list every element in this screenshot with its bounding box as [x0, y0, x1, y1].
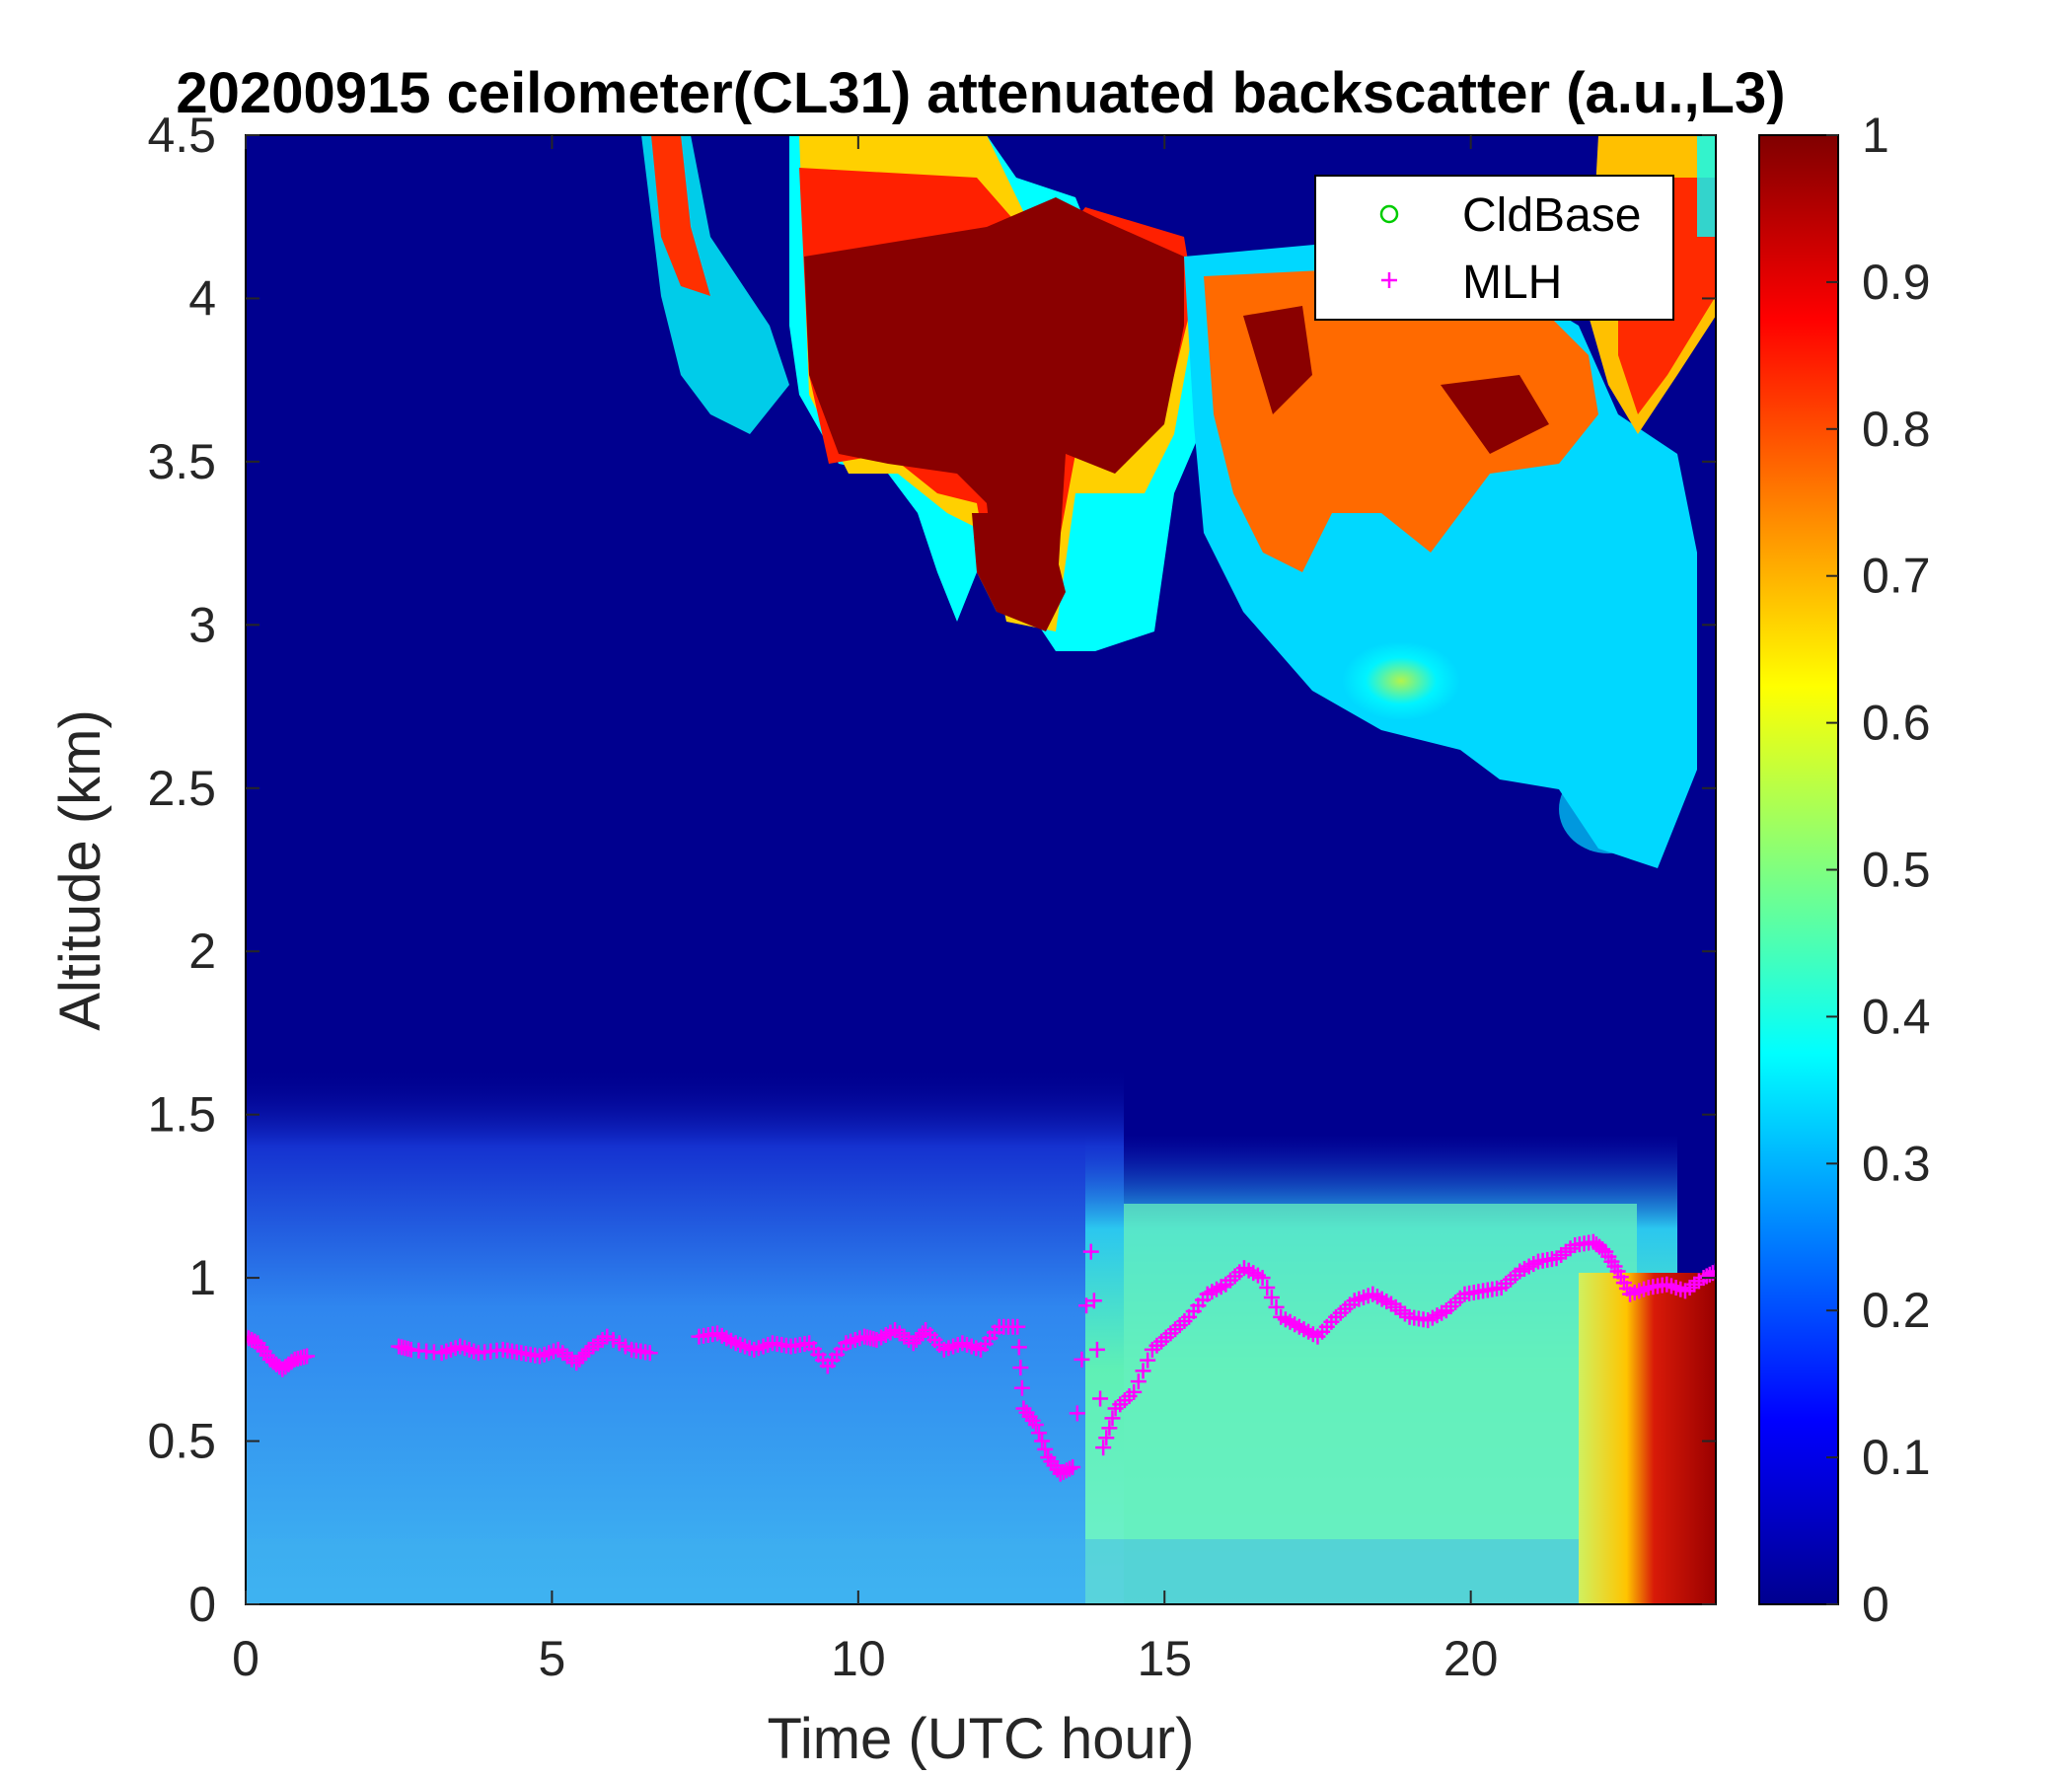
mlh-marker: [1069, 1405, 1085, 1422]
legend-cldbase-label: CldBase: [1462, 189, 1641, 242]
mlh-marker: [1259, 1280, 1276, 1296]
legend-mlh-marker: [1381, 272, 1397, 288]
mlh-marker: [1130, 1373, 1147, 1390]
plot-frame: [245, 134, 1717, 1605]
heatmap-plot-area: [246, 135, 1716, 1604]
heatmap-boundary-layer: [246, 1066, 1124, 1604]
mlh-marker: [1254, 1270, 1271, 1287]
mlh-marker: [1085, 1293, 1102, 1309]
legend: CldBase MLH: [1314, 175, 1674, 321]
y-tick-label: 1.5: [147, 1087, 216, 1143]
y-tick-label: 1: [188, 1250, 216, 1305]
mlh-marker: [1062, 1460, 1078, 1477]
y-axis-ticks: 0 0.5 1 1.5 2 2.5 3 3.5 4 4.5: [147, 108, 1716, 1632]
mlh-marker: [1095, 1440, 1112, 1456]
mlh-marker: [1092, 1390, 1109, 1407]
y-tick-label: 4: [188, 270, 216, 326]
mlh-marker: [1013, 1379, 1030, 1396]
mlh-marker: [1708, 1263, 1716, 1280]
mlh-marker: [1098, 1430, 1115, 1446]
mlh-marker: [1268, 1298, 1285, 1315]
colorbar-tick-label: 0.2: [1862, 1283, 1931, 1338]
legend-cldbase-marker: [1379, 204, 1399, 224]
x-tick-label: 20: [1443, 1631, 1499, 1686]
mlh-series: [246, 1233, 1716, 1482]
mlh-marker: [577, 1345, 594, 1362]
colorbar-tick-label: 0.8: [1862, 402, 1931, 457]
legend-box: [1314, 175, 1674, 321]
mlh-marker: [1104, 1410, 1121, 1427]
heatmap-surface-layer: [246, 1539, 1647, 1604]
y-tick-label: 0: [188, 1577, 216, 1632]
chart-title: 20200915 ceilometer(CL31) attenuated bac…: [176, 61, 1785, 125]
y-tick-label: 3.5: [147, 434, 216, 489]
colorbar-tick-label: 0.3: [1862, 1136, 1931, 1191]
colorbar-tick-label: 0.1: [1862, 1430, 1931, 1485]
colorbar-tick-label: 0: [1862, 1577, 1889, 1632]
mlh-marker: [1140, 1352, 1156, 1369]
mlh-marker: [915, 1325, 931, 1342]
x-axis-label: Time (UTC hour): [768, 1707, 1195, 1771]
mlh-marker: [1101, 1420, 1118, 1437]
mlh-marker: [1126, 1383, 1143, 1400]
mlh-marker: [1010, 1339, 1027, 1356]
mlh-marker: [1009, 1318, 1026, 1335]
mlh-marker: [1030, 1425, 1047, 1442]
y-tick-label: 3: [188, 597, 216, 652]
colorbar-tick-label: 0.4: [1862, 989, 1931, 1044]
x-tick-label: 10: [831, 1631, 886, 1686]
y-tick-label: 4.5: [147, 108, 216, 163]
colorbar-tick-label: 1: [1862, 108, 1889, 163]
mlh-marker: [1027, 1417, 1044, 1434]
mlh-marker: [1073, 1351, 1090, 1368]
colorbar-tick-label: 0.9: [1862, 255, 1931, 310]
mlh-marker: [1082, 1243, 1099, 1260]
mlh-marker: [1088, 1341, 1105, 1358]
mlh-marker: [1034, 1433, 1051, 1449]
mlh-marker: [1135, 1363, 1151, 1379]
colorbar-tick-label: 0.7: [1862, 549, 1931, 604]
colorbar-tick-label: 0.6: [1862, 696, 1931, 751]
mlh-marker: [1263, 1289, 1280, 1305]
mlh-marker: [1037, 1441, 1054, 1457]
mlh-marker: [1065, 1459, 1081, 1476]
x-tick-label: 15: [1137, 1631, 1192, 1686]
y-tick-label: 2.5: [147, 761, 216, 816]
mlh-marker: [1012, 1360, 1029, 1376]
mlh-marker: [641, 1345, 658, 1362]
heatmap-aerosol-rising: [1124, 1204, 1637, 1604]
y-tick-label: 2: [188, 924, 216, 979]
mlh-marker: [299, 1348, 316, 1365]
heatmap-high-layer-right: [1579, 1273, 1716, 1604]
x-tick-label: 0: [232, 1631, 259, 1686]
legend-mlh-label: MLH: [1462, 257, 1562, 309]
y-axis-label: Altitude (km): [48, 709, 112, 1031]
x-axis-ticks: 0 5 10 15 20: [232, 135, 1498, 1686]
colorbar-ticks: 0 0.1 0.2 0.3 0.4 0.5 0.6 0.7 0.8 0.9 1: [1826, 108, 1931, 1632]
y-tick-label: 0.5: [147, 1414, 216, 1469]
x-tick-label: 5: [539, 1631, 566, 1686]
colorbar-tick-label: 0.5: [1862, 843, 1931, 898]
